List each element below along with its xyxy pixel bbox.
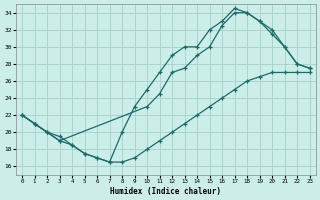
X-axis label: Humidex (Indice chaleur): Humidex (Indice chaleur) <box>110 187 221 196</box>
